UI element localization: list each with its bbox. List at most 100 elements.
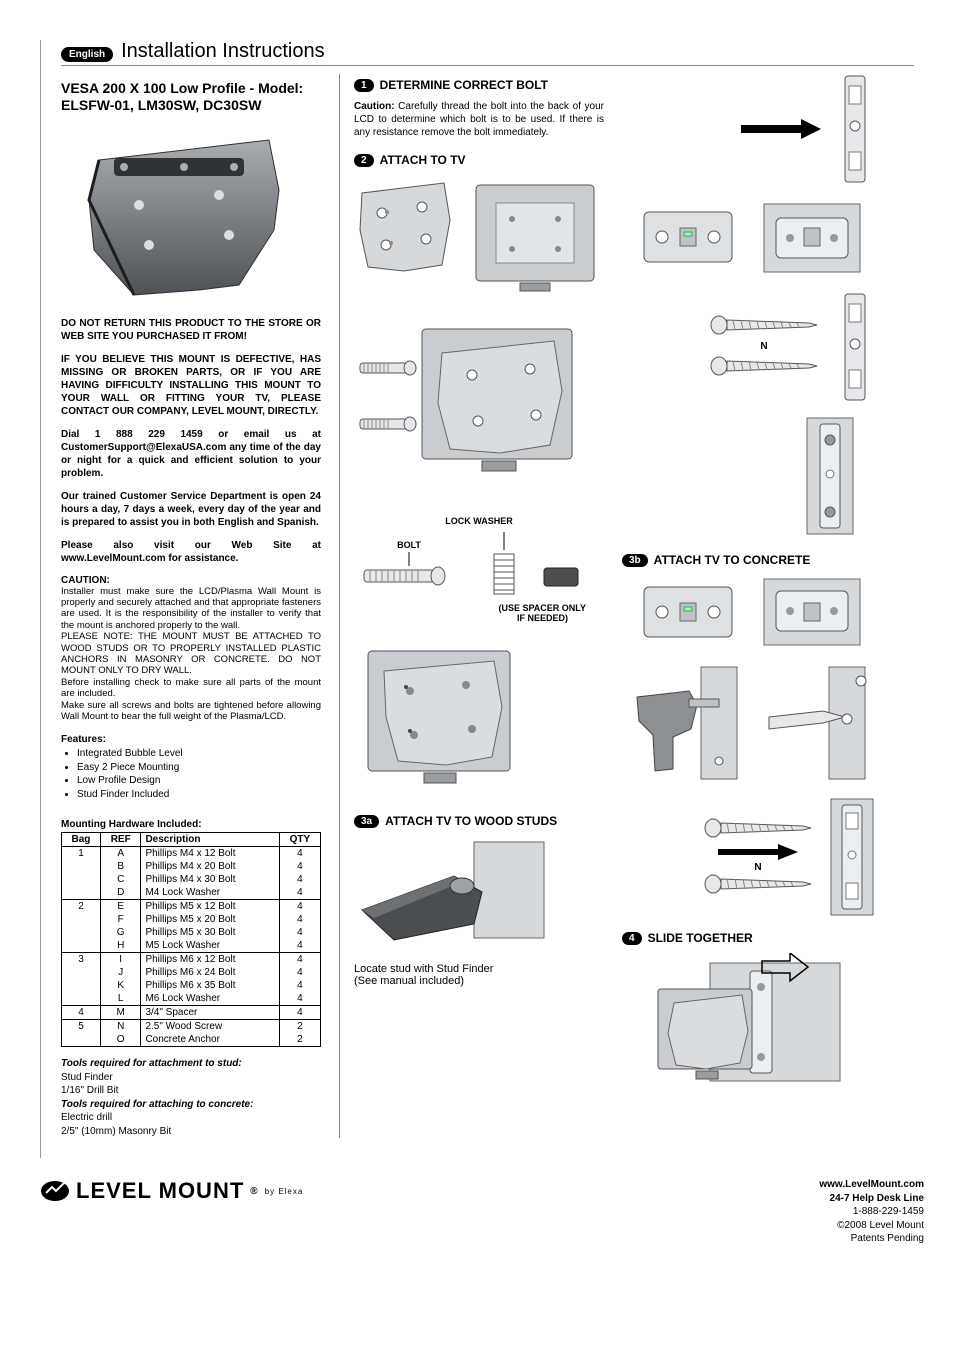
spacer-note2: IF NEEDED): [354, 613, 604, 623]
table-cell: 4: [62, 1006, 101, 1020]
language-pill: English: [61, 47, 113, 62]
table-cell: Phillips M4 x 12 Bolt: [141, 847, 279, 861]
step-num-icon: 1: [354, 79, 374, 92]
table-row: DM4 Lock Washer4: [62, 886, 321, 900]
table-row: JPhillips M6 x 24 Bolt4: [62, 966, 321, 979]
warning-no-return: DO NOT RETURN THIS PRODUCT TO THE STORE …: [61, 317, 321, 343]
tool-line: 2/5" (10mm) Masonry Bit: [61, 1125, 321, 1139]
table-cell: Phillips M6 x 35 Bolt: [141, 979, 279, 992]
table-cell: B: [100, 860, 140, 873]
table-cell: 4: [279, 873, 320, 886]
table-row: 2EPhillips M5 x 12 Bolt4: [62, 900, 321, 914]
visit-site: Please also visit our Web Site at www.Le…: [61, 539, 321, 565]
table-cell: [62, 992, 101, 1006]
step3a-note1: Locate stud with Stud Finder: [354, 963, 604, 975]
table-row: BPhillips M4 x 20 Bolt4: [62, 860, 321, 873]
feature-item: Low Profile Design: [77, 774, 321, 788]
columns: VESA 200 X 100 Low Profile - Model: ELSF…: [61, 74, 914, 1138]
column-left: VESA 200 X 100 Low Profile - Model: ELSF…: [61, 74, 321, 1138]
wall-plate-icon: [638, 575, 738, 649]
table-cell: 1: [62, 847, 101, 861]
th-ref: REF: [100, 833, 140, 847]
table-cell: M4 Lock Washer: [141, 886, 279, 900]
tools-stud-hd: Tools required for attachment to stud:: [61, 1057, 321, 1071]
concrete-screws-row: N: [622, 797, 877, 917]
feature-item: Easy 2 Piece Mounting: [77, 761, 321, 775]
wood-plates-row: [622, 198, 877, 278]
table-cell: 4: [279, 900, 320, 914]
step1-text: Caution: Carefully thread the bolt into …: [354, 100, 604, 139]
stud-finder-icon: [354, 836, 604, 949]
step1-header: 1 DETERMINE CORRECT BOLT: [354, 78, 604, 92]
step-num-icon: 2: [354, 154, 374, 167]
table-cell: [62, 886, 101, 900]
table-cell: M: [100, 1006, 140, 1020]
caution-body: Installer must make sure the LCD/Plasma …: [61, 586, 321, 723]
tools-block: Tools required for attachment to stud: S…: [61, 1057, 321, 1138]
anchor-icon: [759, 663, 869, 783]
model-line2: ELSFW-01, LM30SW, DC30SW: [61, 97, 261, 113]
table-cell: Phillips M6 x 12 Bolt: [141, 953, 279, 967]
table-row: LM6 Lock Washer4: [62, 992, 321, 1006]
table-cell: Phillips M5 x 20 Bolt: [141, 913, 279, 926]
table-row: 3IPhillips M6 x 12 Bolt4: [62, 953, 321, 967]
table-row: OConcrete Anchor2: [62, 1033, 321, 1047]
brand-name: LEVEL MOUNT: [76, 1178, 244, 1204]
table-cell: M6 Lock Washer: [141, 992, 279, 1006]
table-cell: Phillips M4 x 20 Bolt: [141, 860, 279, 873]
th-desc: Description: [141, 833, 279, 847]
th-qty: QTY: [279, 833, 320, 847]
step3a-header: 3a ATTACH TV TO WOOD STUDS: [354, 814, 604, 828]
table-row: 1APhillips M4 x 12 Bolt4: [62, 847, 321, 861]
header-row: English Installation Instructions: [61, 40, 914, 66]
step4-header: 4 SLIDE TOGETHER: [622, 931, 877, 945]
feature-item: Stud Finder Included: [77, 788, 321, 802]
table-cell: 4: [279, 926, 320, 939]
caution-word: Caution:: [354, 101, 395, 112]
table-cell: Phillips M5 x 12 Bolt: [141, 900, 279, 914]
bracket-icon: [833, 292, 877, 402]
table-cell: 4: [279, 847, 320, 861]
table-cell: 5: [62, 1020, 101, 1034]
lock-washer-label: LOCK WASHER: [354, 516, 604, 526]
step2-title: ATTACH TO TV: [380, 153, 466, 167]
step2-header: 2 ATTACH TO TV: [354, 153, 604, 167]
wall-plate-mounted-icon: [762, 198, 862, 278]
table-cell: N: [100, 1020, 140, 1034]
table-cell: 4: [279, 886, 320, 900]
table-cell: 3: [62, 953, 101, 967]
tools-concrete-hd: Tools required for attaching to concrete…: [61, 1098, 321, 1112]
cs-dept: Our trained Customer Service Department …: [61, 490, 321, 529]
th-bag: Bag: [62, 833, 101, 847]
tool-line: 1/16" Drill Bit: [61, 1084, 321, 1098]
table-cell: 4: [279, 979, 320, 992]
column-right: N: [622, 74, 877, 1138]
model-line1: VESA 200 X 100 Low Profile - Model:: [61, 80, 303, 96]
table-cell: [62, 966, 101, 979]
features-heading: Features:: [61, 734, 321, 745]
table-cell: H: [100, 939, 140, 953]
brand-reg: ®: [250, 1186, 258, 1197]
tool-line: Stud Finder: [61, 1071, 321, 1085]
table-cell: [62, 860, 101, 873]
tool-line: Electric drill: [61, 1111, 321, 1125]
footer-phone: 1-888-229-1459: [819, 1205, 924, 1219]
table-cell: J: [100, 966, 140, 979]
table-cell: 4: [279, 1006, 320, 1020]
wall-plate-icon: [638, 198, 738, 278]
footer-url: www.LevelMount.com: [819, 1178, 924, 1192]
slide-together-icon: [622, 953, 877, 1106]
column-middle: 1 DETERMINE CORRECT BOLT Caution: Carefu…: [339, 74, 604, 1138]
table-cell: Phillips M6 x 24 Bolt: [141, 966, 279, 979]
wood-screw-icon: [703, 817, 813, 839]
concrete-plates-row: [622, 575, 877, 649]
warning-defective: IF YOU BELIEVE THIS MOUNT IS DEFECTIVE, …: [61, 353, 321, 418]
wall-plate-mounted-icon: [762, 575, 862, 649]
table-cell: L: [100, 992, 140, 1006]
table-cell: O: [100, 1033, 140, 1047]
wood-arrow-bracket-icon: [622, 74, 877, 184]
table-cell: Phillips M4 x 30 Bolt: [141, 873, 279, 886]
step3a-note2: (See manual included): [354, 975, 604, 987]
table-cell: E: [100, 900, 140, 914]
hardware-heading: Mounting Hardware Included:: [61, 819, 321, 830]
